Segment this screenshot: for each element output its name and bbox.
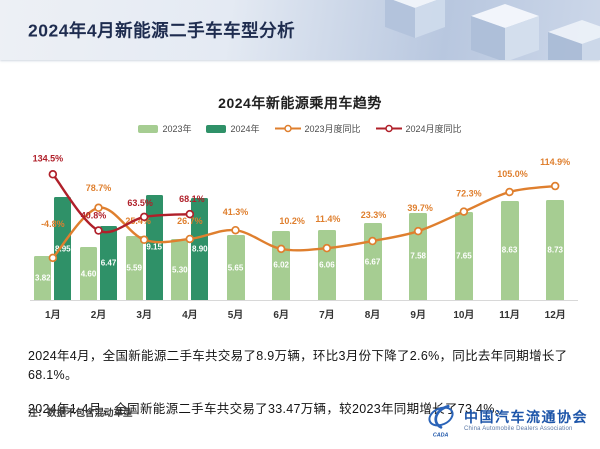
bar-2023年-7月: 6.06 <box>317 230 336 300</box>
month-group-5月: 5.65 <box>213 141 259 300</box>
bar-2024年-1月: 8.95 <box>54 197 72 300</box>
bar-value-label: 8.95 <box>55 244 71 254</box>
bar-value-label: 8.73 <box>547 245 564 255</box>
month-group-8月: 6.67 <box>350 141 396 300</box>
month-group-2月: 4.60 6.47 <box>76 141 122 300</box>
bar-value-label: 5.65 <box>227 263 244 272</box>
x-axis-months: 1月 2月 3月 4月 5月 6月 7月 8月 9月 10月 11月 12月 <box>30 306 578 321</box>
bar-2023年-4月: 5.30 <box>171 239 189 300</box>
bar-2023年-12月: 8.73 <box>546 199 565 300</box>
legend-label: 2023月度同比 <box>304 124 361 134</box>
month-group-6月: 6.02 <box>258 141 304 300</box>
bar-value-label: 6.02 <box>273 260 289 270</box>
axis-label-2月: 2月 <box>90 310 107 321</box>
bar-value-label: 6.47 <box>100 258 117 268</box>
plot-area: 3.82 8.95 4.60 6.47 5.59 9.15 5.30 8.90 5.65 6.02… <box>30 141 578 301</box>
bar-2023年-1月: 3.82 <box>34 256 52 300</box>
month-group-4月: 5.30 8.90 <box>167 141 213 300</box>
bar-2024年-4月: 8.90 <box>191 197 209 300</box>
chart-title: 2024年新能源乘用车趋势 <box>218 95 382 111</box>
bar-value-label: 3.82 <box>35 273 51 283</box>
bar-2023年-8月: 6.67 <box>363 223 382 300</box>
chart-legend: 2023年 2024年 2023月度同比 2024月度同比 <box>0 122 600 135</box>
bar-2023年-10月: 7.65 <box>454 212 473 300</box>
bar-2023年-9月: 7.58 <box>409 212 428 300</box>
legend-item-2023-line: 2023月度同比 <box>274 122 361 135</box>
month-group-1月: 3.82 8.95 <box>30 141 76 300</box>
bar-value-label: 5.59 <box>126 263 142 273</box>
axis-label-7月: 7月 <box>319 310 335 321</box>
month-group-10月: 7.65 <box>441 141 487 300</box>
summary-line-1: 2024年4月，全国新能源二手车共交易了8.9万辆，环比3月份下降了2.6%，同… <box>28 349 568 382</box>
bar-value-label: 4.60 <box>80 269 97 279</box>
axis-label-11月: 11月 <box>499 310 520 321</box>
legend-swatch-2024 <box>206 124 227 133</box>
logo-name-cn: 中国汽车流通协会 <box>464 408 588 425</box>
cada-logo-mark-text: CADA <box>433 432 449 438</box>
month-group-9月: 7.58 <box>395 141 441 300</box>
bar-2024年-2月: 6.47 <box>100 225 117 300</box>
bar-2023年-5月: 5.65 <box>226 235 245 300</box>
bar-2024年-3月: 9.15 <box>145 194 163 300</box>
bar-value-label: 7.65 <box>456 251 472 261</box>
axis-label-3月: 3月 <box>136 310 152 321</box>
bar-2023年-2月: 4.60 <box>80 247 97 300</box>
bar-value-label: 7.58 <box>410 251 426 261</box>
axis-label-6月: 6月 <box>273 310 289 321</box>
month-group-11月: 8.63 <box>487 141 533 300</box>
legend-item-2024-bars: 2024年 <box>206 122 260 135</box>
bar-value-label: 9.15 <box>146 242 162 252</box>
footnote: 注：数据不包含混动车型 <box>28 408 133 419</box>
chart-plot-wrap: 3.82 8.95 4.60 6.47 5.59 9.15 5.30 8.90 5.65 6.02… <box>30 141 578 301</box>
bar-2023年-3月: 5.59 <box>125 235 143 300</box>
legend-item-2023-bars: 2023年 <box>138 122 191 135</box>
axis-label-8月: 8月 <box>364 310 381 321</box>
bar-value-label: 6.06 <box>319 260 335 270</box>
bar-value-label: 8.90 <box>192 244 208 254</box>
bar-2023年-6月: 6.02 <box>272 230 291 300</box>
axis-label-9月: 9月 <box>410 310 426 321</box>
axis-label-5月: 5月 <box>227 310 244 321</box>
bar-2023年-11月: 8.63 <box>500 200 519 300</box>
axis-label-12月: 12月 <box>544 310 566 321</box>
logo-name-en: China Automobile Dealers Association <box>464 426 573 433</box>
cada-logo: CADA 中国汽车流通协会 China Automobile Dealers A… <box>423 403 588 439</box>
legend-label: 2024月度同比 <box>405 124 462 134</box>
month-group-3月: 5.59 9.15 <box>121 141 167 300</box>
summary-line-2: 2024年1-4月，全国新能源二手车共交易了33.47万辆，较2023年同期增长… <box>28 402 508 416</box>
legend-label: 2023年 <box>162 124 192 134</box>
axis-label-10月: 10月 <box>453 310 475 321</box>
bar-value-label: 6.67 <box>364 257 381 267</box>
month-group-12月: 8.73 <box>532 141 578 300</box>
legend-swatch-2023 <box>138 124 159 133</box>
cada-logo-mark-icon: CADA <box>428 404 454 438</box>
header-banner: 2024年4月新能源二手车车型分析 <box>0 0 600 60</box>
legend-line-2024-icon <box>375 124 402 133</box>
bar-value-label: 5.30 <box>172 265 188 275</box>
legend-line-2023-icon <box>274 124 301 133</box>
legend-item-2024-line: 2024月度同比 <box>375 122 462 135</box>
bar-value-label: 8.63 <box>501 245 518 255</box>
axis-label-4月: 4月 <box>182 310 198 321</box>
decorative-cubes <box>385 0 600 60</box>
month-group-7月: 6.06 <box>304 141 350 300</box>
axis-label-1月: 1月 <box>45 310 61 321</box>
page-title: 2024年4月新能源二手车车型分析 <box>28 20 296 41</box>
summary-block: 2024年4月，全国新能源二手车共交易了8.9万辆，环比3月份下降了2.6%，同… <box>28 345 574 417</box>
legend-label: 2024年 <box>230 124 260 134</box>
